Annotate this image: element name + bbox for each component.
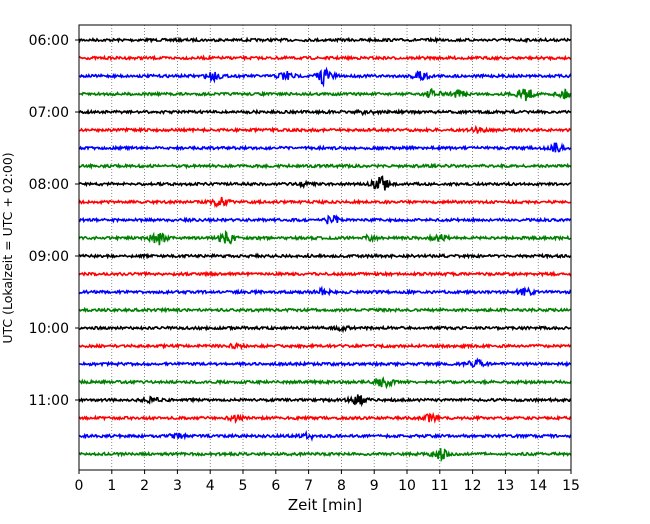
x-tick-label: 0 xyxy=(75,478,84,494)
x-tick-label: 5 xyxy=(239,478,248,494)
x-tick-label: 3 xyxy=(173,478,182,494)
x-tick-label: 15 xyxy=(562,478,580,494)
x-axis-ticks: 0 1 2 3 4 5 6 7 8 9 10 11 12 13 14 15 xyxy=(75,470,580,494)
x-tick-label: 2 xyxy=(140,478,149,494)
x-tick-label: 9 xyxy=(370,478,379,494)
seismogram-trace xyxy=(78,175,572,191)
seismogram-trace xyxy=(78,357,572,369)
seismogram-trace xyxy=(78,429,572,442)
x-tick-label: 4 xyxy=(206,478,215,494)
y-tick-label: 08:00 xyxy=(29,177,69,193)
seismogram-trace xyxy=(78,87,572,102)
x-tick-label: 12 xyxy=(464,478,482,494)
seismogram-trace xyxy=(78,124,572,134)
seismogram-trace xyxy=(78,448,572,463)
seismogram-trace xyxy=(78,229,571,246)
seismogram-trace xyxy=(78,341,572,351)
x-tick-label: 13 xyxy=(496,478,514,494)
x-tick-label: 14 xyxy=(529,478,547,494)
grid-layer xyxy=(111,25,539,470)
y-axis-label: UTC (Lokalzeit = UTC + 02:00) xyxy=(0,152,15,343)
seismogram-trace xyxy=(78,411,572,425)
x-tick-label: 10 xyxy=(398,478,416,494)
seismogram-trace xyxy=(78,54,572,62)
x-axis-label: Zeit [min] xyxy=(288,496,362,514)
seismogram-trace xyxy=(78,270,572,278)
seismogram-trace xyxy=(78,162,572,170)
y-axis-ticks: 06:00 07:00 08:00 09:00 10:00 11:00 xyxy=(29,33,79,409)
seismogram-trace xyxy=(78,324,572,334)
seismogram-trace xyxy=(78,394,572,408)
plot-frame xyxy=(78,24,572,471)
seismogram-trace xyxy=(78,213,572,225)
seismogram-trace xyxy=(78,142,572,153)
x-tick-label: 8 xyxy=(337,478,346,494)
y-tick-label: 07:00 xyxy=(29,105,69,121)
seismogram-trace xyxy=(78,285,572,297)
y-tick-label: 06:00 xyxy=(29,33,69,49)
seismogram-trace xyxy=(78,66,572,88)
y-tick-label: 09:00 xyxy=(29,249,69,265)
seismogram-trace xyxy=(78,196,572,209)
seismogram-trace xyxy=(78,252,572,260)
x-tick-label: 1 xyxy=(107,478,116,494)
y-tick-label: 11:00 xyxy=(29,393,69,409)
seismogram-trace xyxy=(78,36,572,44)
x-tick-label: 6 xyxy=(271,478,280,494)
y-tick-label: 10:00 xyxy=(29,321,69,337)
seismogram-trace xyxy=(78,376,572,390)
seismogram-trace xyxy=(78,306,572,314)
seismogram-trace xyxy=(78,108,572,117)
x-tick-label: 11 xyxy=(431,478,449,494)
trace-layer xyxy=(78,36,572,463)
x-tick-label: 7 xyxy=(304,478,313,494)
